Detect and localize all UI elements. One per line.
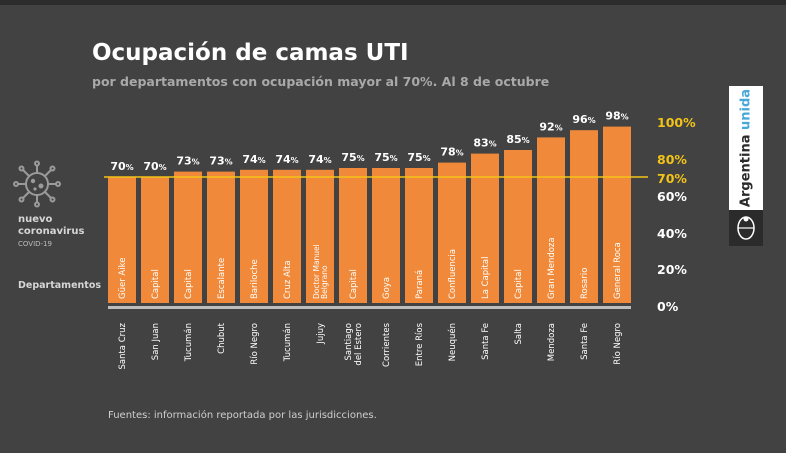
bar xyxy=(504,150,532,303)
bar-department-label: Paraná xyxy=(415,270,425,299)
departments-label: Departamentos xyxy=(18,280,102,291)
covid-label-line2: coronavirus xyxy=(18,226,85,237)
covid-label-line3: COVID-19 xyxy=(18,240,52,248)
bar-value-label: 70% xyxy=(143,160,166,173)
brand-text: Argentina unida xyxy=(739,89,754,207)
bar xyxy=(570,130,598,303)
bar xyxy=(141,177,169,303)
bar-department-label: Escalante xyxy=(217,258,227,299)
bar-department-label: Gran Mendoza xyxy=(547,237,557,299)
bar-department-label: La Capital xyxy=(481,257,491,299)
bar xyxy=(471,153,499,303)
bar-province-label: Neuquén xyxy=(447,323,458,361)
bar-value-label: 73% xyxy=(176,155,199,168)
source-note: Fuentes: información reportada por las j… xyxy=(108,410,377,421)
bar-department-label: Capital xyxy=(514,269,524,299)
coronavirus-icon xyxy=(13,160,61,208)
bar-department-label: Goya xyxy=(382,277,392,299)
bar-province-label: Chubut xyxy=(217,322,227,353)
bar-value-label: 74% xyxy=(308,153,331,166)
bar xyxy=(306,169,334,303)
bar xyxy=(240,169,268,303)
y-tick-100: 100% xyxy=(657,115,696,130)
bar-province-label: Río Negro xyxy=(250,323,260,365)
bar-value-label: 70% xyxy=(110,160,133,173)
bar xyxy=(339,168,367,303)
bar-value-label: 75% xyxy=(407,151,430,164)
bar-value-label: 75% xyxy=(341,151,364,164)
bar-value-label: 83% xyxy=(473,137,496,150)
bar xyxy=(603,126,631,303)
bar-department-label: Bariloche xyxy=(250,259,260,299)
bar-value-label: 92% xyxy=(539,120,562,133)
bar-department-label: Rosario xyxy=(580,268,590,299)
bar-department-label: Capital xyxy=(151,269,161,299)
bar-value-label: 78% xyxy=(440,146,463,159)
bar-province-label: Tucumán xyxy=(184,323,194,362)
bar xyxy=(537,137,565,303)
bar-department-label: Capital xyxy=(184,269,194,299)
bar xyxy=(438,162,466,303)
bar xyxy=(273,169,301,303)
bar-department-label: General Roca xyxy=(613,242,623,299)
brand-text-part1: Argentina xyxy=(738,129,754,208)
bar xyxy=(207,171,235,303)
bar-value-label: 74% xyxy=(275,153,298,166)
y-tick-0: 0% xyxy=(657,299,679,314)
bar xyxy=(108,177,136,303)
bar-province-label: Jujuy xyxy=(316,323,326,345)
bar-value-label: 74% xyxy=(242,153,265,166)
bar xyxy=(174,171,202,303)
bar-province-label: Salta xyxy=(514,323,524,345)
bar-value-label: 85% xyxy=(506,133,529,146)
bar-province-label: San Juan xyxy=(151,323,161,360)
bar-department-label: Confluencia xyxy=(448,249,458,299)
bar-province-label: Mendoza xyxy=(547,323,557,361)
covid-label: nuevo coronavirus COVID-19 xyxy=(18,214,84,250)
bar-province-label: Santa Fe xyxy=(481,323,491,360)
bar-province-label: Entre Ríos xyxy=(415,322,425,366)
bar-province-label: Santiagodel Estero xyxy=(344,323,364,366)
y-tick-20: 20% xyxy=(657,262,687,277)
chart-title: Ocupación de camas UTI xyxy=(92,40,409,66)
bar-province-label: Río Negro xyxy=(613,323,623,365)
bar-province-label: Santa Fe xyxy=(580,323,590,360)
bar-department-label: Capital xyxy=(349,269,359,299)
bar-department-label: Güer Aike xyxy=(118,258,128,299)
national-seal-icon xyxy=(729,210,763,246)
y-tick-40: 40% xyxy=(657,226,687,241)
bar-province-label: Corrientes xyxy=(382,322,392,367)
chart-subtitle: por departamentos con ocupación mayor al… xyxy=(92,74,550,89)
covid-label-line1: nuevo xyxy=(18,214,53,225)
y-tick-70: 70% xyxy=(657,171,687,186)
brand-text-part2: unida xyxy=(738,88,754,130)
top-bar xyxy=(0,0,786,5)
bar-value-label: 98% xyxy=(605,110,628,123)
bar-department-label: Cruz Alta xyxy=(283,260,293,299)
bar-value-label: 96% xyxy=(572,113,595,126)
bar xyxy=(372,168,400,303)
argentina-unida-logo: Argentina unida xyxy=(729,86,763,246)
bar-department-label: Doctor ManuelBelgrano xyxy=(312,244,329,299)
bar-value-label: 75% xyxy=(374,151,397,164)
bar-province-label: Tucumán xyxy=(283,323,293,362)
bar-province-label: Santa Cruz xyxy=(118,322,128,369)
y-tick-80: 80% xyxy=(657,152,687,167)
y-tick-60: 60% xyxy=(657,189,687,204)
bar xyxy=(405,168,433,303)
bar-value-label: 73% xyxy=(209,155,232,168)
